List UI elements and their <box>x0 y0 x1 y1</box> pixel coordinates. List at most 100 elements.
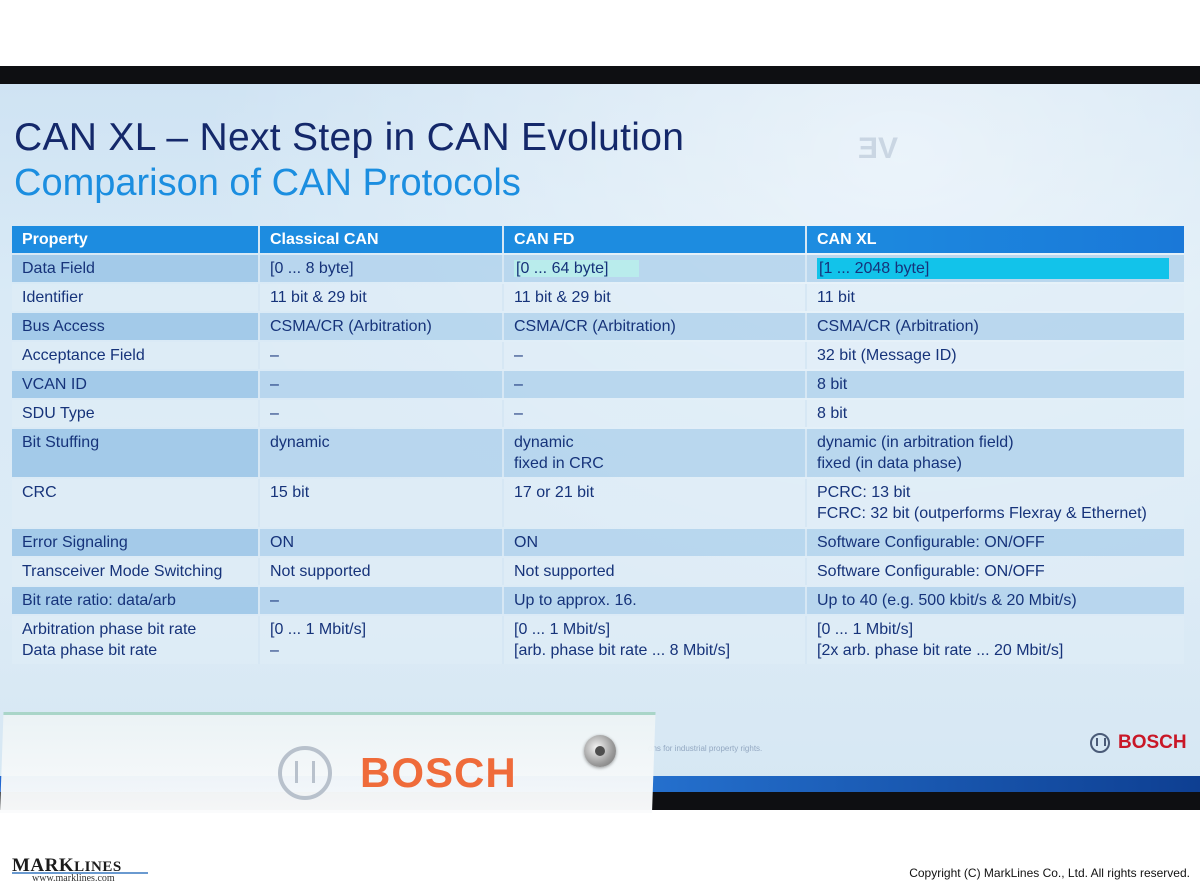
table-cell-xl: 8 bit <box>807 400 1184 427</box>
cell-line: Acceptance Field <box>22 345 248 366</box>
comparison-table: Property Classical CAN CAN FD CAN XL Dat… <box>12 224 1184 666</box>
cell-text: dynamic <box>270 434 330 451</box>
table-cell-classical: – <box>260 587 504 614</box>
header-classical-can: Classical CAN <box>260 226 504 253</box>
table-cell-classical: dynamic <box>260 429 504 477</box>
cell-text: Software Configurable: ON/OFF <box>817 534 1045 551</box>
marklines-logo: MARKLINES <box>12 855 122 877</box>
cell-text: FCRC: 32 bit (outperforms Flexray & Ethe… <box>817 505 1147 522</box>
copyright-text: Copyright (C) MarkLines Co., Ltd. All ri… <box>909 866 1190 880</box>
logo-main: MARK <box>12 855 75 876</box>
logo-tail: LINES <box>74 859 122 875</box>
cell-text: – <box>514 376 523 393</box>
slide-brand-text: BOSCH <box>1118 732 1187 753</box>
cell-text: 8 bit <box>817 405 848 422</box>
cell-line: Identifier <box>22 287 248 308</box>
table-row: CRC 15 bit 17 or 21 bit PCRC: 13 bit FCRC: 3… <box>12 479 1184 527</box>
table-cell-property: Transceiver Mode Switching <box>12 558 260 585</box>
cell-line: [2x arb. phase bit rate ... 20 Mbit/s] <box>817 640 1174 661</box>
table-cell-classical: – <box>260 371 504 398</box>
cell-text: Arbitration phase bit rate <box>22 621 197 638</box>
table-cell-classical: [0 ... 8 byte] <box>260 255 504 282</box>
cell-text: dynamic <box>514 434 574 451</box>
table-cell-property: Error Signaling <box>12 529 260 556</box>
cell-text: [0 ... 8 byte] <box>270 260 354 277</box>
cell-text: – <box>514 405 523 422</box>
cell-text: 8 bit <box>817 376 848 393</box>
table-cell-fd: 11 bit & 29 bit <box>504 284 807 311</box>
table-cell-property: CRC <box>12 479 260 527</box>
cell-line: CSMA/CR (Arbitration) <box>270 316 492 337</box>
table-row: Transceiver Mode Switching Not supported N… <box>12 558 1184 585</box>
table-row: VCAN ID – – 8 bit <box>12 371 1184 398</box>
stand-brand-text: BOSCH <box>360 749 517 796</box>
table-cell-classical: 11 bit & 29 bit <box>260 284 504 311</box>
cell-line: Not supported <box>270 561 492 582</box>
cell-line: [1 ... 2048 byte] <box>817 258 1174 279</box>
cell-text: 32 bit (Message ID) <box>817 347 957 364</box>
cell-text: ON <box>270 534 294 551</box>
table-cell-xl: [0 ... 1 Mbit/s] [2x arb. phase bit rate … <box>807 616 1184 664</box>
cell-line: [0 ... 8 byte] <box>270 258 492 279</box>
table-cell-xl: 8 bit <box>807 371 1184 398</box>
cell-line: 32 bit (Message ID) <box>817 345 1174 366</box>
cell-text: Identifier <box>22 289 84 306</box>
cell-text: [2x arb. phase bit rate ... 20 Mbit/s] <box>817 642 1064 659</box>
table-cell-fd: – <box>504 342 807 369</box>
cell-line: fixed (in data phase) <box>817 453 1174 474</box>
cell-line: [0 ... 1 Mbit/s] <box>817 619 1174 640</box>
table-row: SDU Type – – 8 bit <box>12 400 1184 427</box>
table-header-row: Property Classical CAN CAN FD CAN XL <box>12 226 1184 253</box>
cell-text: ON <box>514 534 538 551</box>
cell-text: 11 bit <box>817 289 855 306</box>
table-cell-fd: 17 or 21 bit <box>504 479 807 527</box>
table-cell-xl: CSMA/CR (Arbitration) <box>807 313 1184 340</box>
cell-line: CSMA/CR (Arbitration) <box>817 316 1174 337</box>
cell-line: Data phase bit rate <box>22 640 248 661</box>
cell-line: – <box>514 403 795 424</box>
cell-text: [1 ... 2048 byte] <box>817 258 1170 279</box>
cell-line: FCRC: 32 bit (outperforms Flexray & Ethe… <box>817 503 1174 524</box>
cell-line: [arb. phase bit rate ... 8 Mbit/s] <box>514 640 795 661</box>
table-cell-classical: ON <box>260 529 504 556</box>
cell-line: 8 bit <box>817 403 1174 424</box>
presentation-slide: CAN XL – Next Step in CAN Evolution Comp… <box>0 84 1200 792</box>
table-cell-property: Acceptance Field <box>12 342 260 369</box>
cell-line: CRC <box>22 482 248 503</box>
cell-line: – <box>270 403 492 424</box>
cell-line: – <box>270 374 492 395</box>
screen-reflection: VE <box>858 132 899 165</box>
slide-title: CAN XL – Next Step in CAN Evolution <box>14 116 685 159</box>
cell-text: – <box>270 347 279 364</box>
confidentiality-note: ons for industrial property rights. <box>648 744 763 753</box>
cell-line: [0 ... 64 byte] <box>514 258 795 279</box>
cell-text: Not supported <box>270 563 371 580</box>
table-row: Bit Stuffing dynamic dynamic fixed in CRC dy… <box>12 429 1184 477</box>
cell-text: – <box>270 592 279 609</box>
table-cell-classical: – <box>260 342 504 369</box>
table-cell-xl: PCRC: 13 bit FCRC: 32 bit (outperforms Fl… <box>807 479 1184 527</box>
header-can-fd: CAN FD <box>504 226 807 253</box>
table-cell-fd: dynamic fixed in CRC <box>504 429 807 477</box>
cell-text: Up to 40 (e.g. 500 kbit/s & 20 Mbit/s) <box>817 592 1077 609</box>
cell-text: [0 ... 64 byte] <box>514 260 639 277</box>
table-cell-fd: CSMA/CR (Arbitration) <box>504 313 807 340</box>
cell-line: – <box>270 590 492 611</box>
cell-text: Bit rate ratio: data/arb <box>22 592 176 609</box>
cell-line: PCRC: 13 bit <box>817 482 1174 503</box>
cell-text: CSMA/CR (Arbitration) <box>270 318 432 335</box>
table-cell-xl: [1 ... 2048 byte] <box>807 255 1184 282</box>
cell-line: Up to approx. 16. <box>514 590 795 611</box>
cell-line: Bus Access <box>22 316 248 337</box>
bosch-armature-icon <box>278 746 332 800</box>
table-cell-property: Identifier <box>12 284 260 311</box>
table-cell-property: Bit rate ratio: data/arb <box>12 587 260 614</box>
cell-line: 11 bit <box>817 287 1174 308</box>
cell-line: Software Configurable: ON/OFF <box>817 561 1174 582</box>
cell-text: [0 ... 1 Mbit/s] <box>514 621 611 638</box>
cell-line: – <box>514 374 795 395</box>
slide-brand-logo: BOSCH <box>1090 732 1187 754</box>
cell-line: ON <box>514 532 795 553</box>
table-row: Identifier 11 bit & 29 bit 11 bit & 29 bit… <box>12 284 1184 311</box>
cell-line: Up to 40 (e.g. 500 kbit/s & 20 Mbit/s) <box>817 590 1174 611</box>
